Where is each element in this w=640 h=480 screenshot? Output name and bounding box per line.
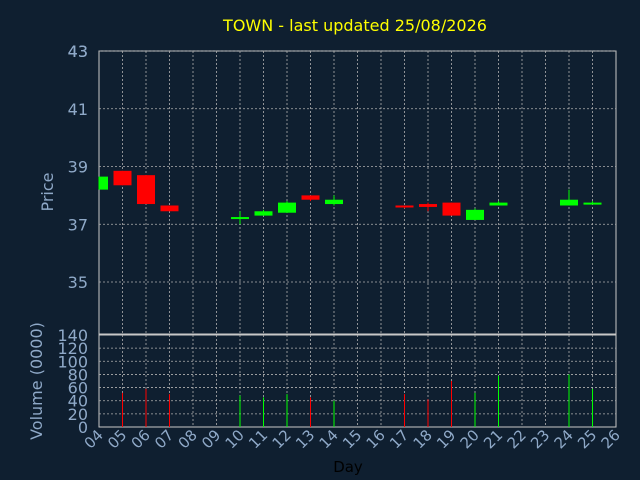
x-tick-label: 08 bbox=[175, 426, 201, 452]
x-tick-label: 07 bbox=[151, 426, 177, 452]
candle-body bbox=[583, 202, 602, 205]
x-tick-label: 15 bbox=[339, 426, 365, 452]
candle-body bbox=[395, 205, 414, 208]
candle-body bbox=[278, 202, 296, 213]
candle-body bbox=[301, 195, 320, 200]
x-tick-label: 14 bbox=[316, 426, 342, 452]
price-tick-label: 41 bbox=[68, 100, 88, 119]
x-tick-label: 25 bbox=[574, 426, 600, 452]
x-axis-ticks: 0405060708091011121314151617181920212223… bbox=[81, 426, 624, 452]
volume-tick-label: 0 bbox=[78, 418, 88, 437]
x-tick-label: 17 bbox=[386, 426, 412, 452]
volume-tick-label: 20 bbox=[68, 405, 88, 424]
x-tick-label: 23 bbox=[527, 426, 553, 452]
x-tick-label: 20 bbox=[457, 426, 483, 452]
x-tick-label: 19 bbox=[433, 426, 459, 452]
x-tick-label: 24 bbox=[551, 426, 577, 452]
candle-body bbox=[325, 199, 343, 205]
candle-body bbox=[442, 202, 461, 216]
volume-axis-label: Volume (0000) bbox=[27, 322, 46, 440]
volume-tick-label: 100 bbox=[57, 352, 88, 371]
candle-body bbox=[560, 199, 578, 206]
x-tick-label: 21 bbox=[480, 426, 506, 452]
price-tick-label: 37 bbox=[68, 215, 88, 234]
candle-body bbox=[231, 217, 249, 220]
x-tick-label: 18 bbox=[410, 426, 436, 452]
y-axis-label: Price bbox=[38, 172, 57, 211]
candle-body bbox=[254, 211, 273, 216]
x-tick-label: 12 bbox=[269, 426, 295, 452]
volume-bars bbox=[122, 374, 593, 427]
volume-gridlines bbox=[99, 335, 616, 427]
candle-body bbox=[466, 209, 484, 220]
x-tick-label: 16 bbox=[363, 426, 389, 452]
candle-body bbox=[137, 175, 155, 205]
candle-body bbox=[489, 202, 508, 206]
candles bbox=[98, 170, 602, 225]
price-tick-label: 35 bbox=[68, 273, 88, 292]
chart-title: TOWN - last updated 25/08/2026 bbox=[222, 16, 487, 35]
x-tick-label: 22 bbox=[504, 426, 530, 452]
volume-tick-label: 120 bbox=[57, 339, 88, 358]
x-tick-label: 13 bbox=[292, 426, 318, 452]
x-tick-label: 26 bbox=[598, 426, 624, 452]
x-tick-label: 11 bbox=[245, 426, 271, 452]
volume-tick-label: 80 bbox=[68, 365, 88, 384]
volume-tick-label: 40 bbox=[68, 392, 88, 411]
candle-body bbox=[99, 176, 108, 190]
price-tick-label: 39 bbox=[68, 158, 88, 177]
candle-body bbox=[113, 170, 132, 186]
price-tick-label: 43 bbox=[68, 42, 88, 61]
price-tick-label: 43 bbox=[68, 42, 88, 61]
candle-body bbox=[160, 205, 179, 212]
x-tick-label: 10 bbox=[222, 426, 248, 452]
candle-body bbox=[419, 204, 437, 207]
x-tick-label: 06 bbox=[128, 426, 154, 452]
volume-tick-label: 140 bbox=[57, 326, 88, 345]
x-axis-label: Day bbox=[333, 458, 363, 476]
price-gridlines bbox=[99, 50, 616, 334]
volume-tick-label: 60 bbox=[68, 379, 88, 398]
x-tick-label: 05 bbox=[104, 426, 130, 452]
x-tick-label: 09 bbox=[198, 426, 224, 452]
